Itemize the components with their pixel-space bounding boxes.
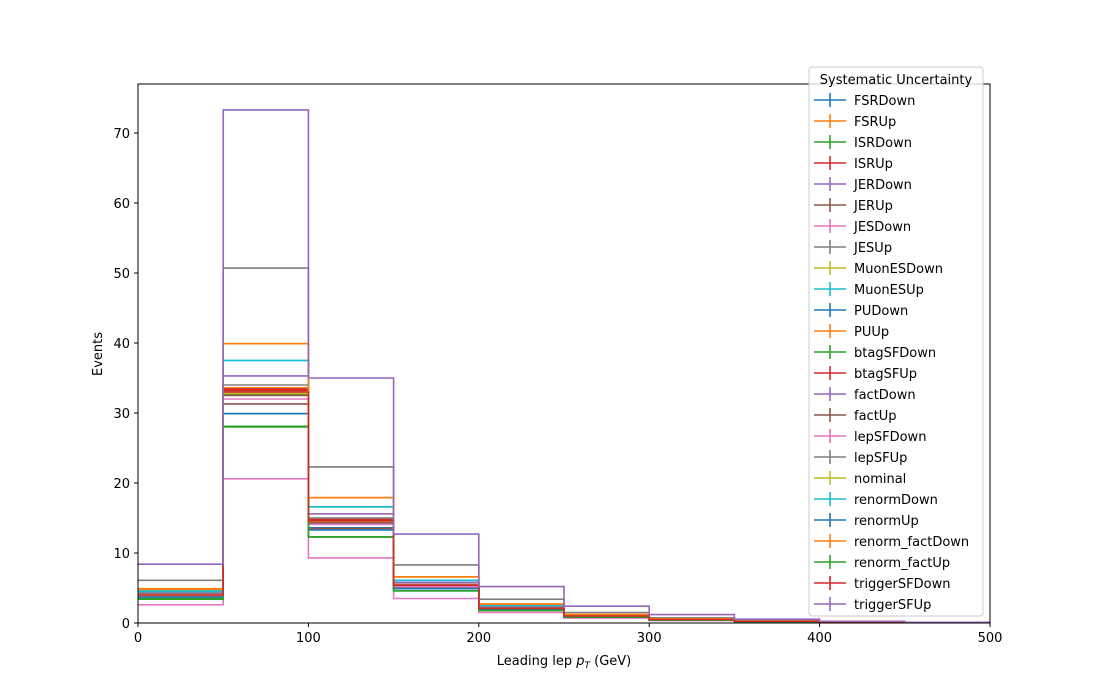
legend-item-factDown: factDown — [814, 387, 916, 403]
x-tick-label: 400 — [807, 631, 832, 646]
legend-item-nominal: nominal — [814, 471, 906, 487]
y-tick-label: 60 — [113, 197, 130, 212]
x-tick-label: 500 — [978, 631, 1003, 646]
y-tick-label: 0 — [122, 617, 130, 632]
legend-item-ISRDown: ISRDown — [814, 135, 912, 151]
legend-item-JESDown: JESDown — [814, 219, 911, 235]
axes — [137, 83, 991, 624]
series-line-triggerSFDown — [138, 391, 990, 624]
legend-label: MuonESUp — [854, 283, 924, 298]
legend-label: factDown — [854, 388, 916, 403]
legend-label: MuonESDown — [854, 262, 943, 277]
legend-item-MuonESDown: MuonESDown — [814, 261, 943, 277]
legend-label: PUDown — [854, 304, 908, 319]
legend-label: ISRUp — [854, 157, 893, 172]
x-tick-label: 100 — [296, 631, 321, 646]
legend-item-lepSFUp: lepSFUp — [814, 450, 907, 466]
legend-label: PUUp — [854, 325, 889, 340]
legend-item-renormUp: renormUp — [814, 513, 919, 529]
x-ticks: 0 100 200 300 400 500 — [134, 623, 1003, 646]
legend-label: FSRUp — [854, 115, 896, 130]
legend-item-JERDown: JERDown — [814, 177, 912, 193]
legend-item-triggerSFDown: triggerSFDown — [814, 576, 950, 592]
legend-item-btagSFDown: btagSFDown — [814, 345, 936, 361]
legend-item-ISRUp: ISRUp — [814, 156, 893, 172]
y-tick-label: 20 — [113, 477, 130, 492]
legend-label: lepSFUp — [854, 451, 907, 466]
y-tick-label: 50 — [113, 267, 130, 282]
legend-label: renormUp — [854, 514, 919, 529]
y-axis-label: Events — [91, 332, 106, 376]
y-tick-label: 30 — [113, 407, 130, 422]
legend-item-renormDown: renormDown — [814, 492, 938, 508]
plot-area — [138, 109, 990, 624]
y-ticks: 0 10 20 30 40 50 60 70 — [113, 127, 138, 632]
x-tick-label: 0 — [134, 631, 142, 646]
legend-label: nominal — [854, 472, 906, 487]
legend-label: factUp — [854, 409, 897, 424]
legend-title: Systematic Uncertainty — [820, 73, 973, 88]
legend-label: renorm_factUp — [854, 556, 950, 571]
legend-label: ISRDown — [854, 136, 912, 151]
legend-label: triggerSFDown — [854, 577, 950, 592]
legend-label: lepSFDown — [854, 430, 926, 445]
legend-item-renorm_factUp: renorm_factUp — [814, 555, 950, 571]
legend-box — [808, 66, 984, 617]
x-tick-label: 300 — [637, 631, 662, 646]
y-tick-label: 10 — [113, 547, 130, 562]
legend-item-renorm_factDown: renorm_factDown — [814, 534, 969, 550]
legend-label: btagSFUp — [854, 367, 917, 382]
legend-label: btagSFDown — [854, 346, 936, 361]
x-tick-label: 200 — [466, 631, 491, 646]
x-axis-label: Leading lep pT (GeV) — [497, 654, 631, 671]
legend-item-triggerSFUp: triggerSFUp — [814, 597, 931, 613]
legend-label: renorm_factDown — [854, 535, 969, 550]
legend-item-FSRDown: FSRDown — [814, 93, 915, 109]
legend-label: renormDown — [854, 493, 938, 508]
legend-item-btagSFUp: btagSFUp — [814, 366, 917, 382]
legend-item-PUUp: PUUp — [814, 324, 889, 340]
legend-item-MuonESUp: MuonESUp — [814, 282, 924, 298]
legend-label: triggerSFUp — [854, 598, 931, 613]
legend-label: JESUp — [853, 241, 892, 256]
legend-label: JESDown — [853, 220, 911, 235]
legend-item-factUp: factUp — [814, 408, 897, 424]
legend-label: JERUp — [853, 199, 893, 214]
legend-label: FSRDown — [854, 94, 915, 109]
legend: Systematic Uncertainty FSRDown FSRUp ISRDo… — [808, 66, 984, 617]
legend-item-PUDown: PUDown — [814, 303, 908, 319]
legend-item-FSRUp: FSRUp — [814, 114, 896, 130]
legend-item-lepSFDown: lepSFDown — [814, 429, 926, 445]
legend-item-JESUp: JESUp — [814, 240, 892, 256]
legend-item-JERUp: JERUp — [814, 198, 893, 214]
y-tick-label: 40 — [113, 337, 130, 352]
series-line-triggerSFUp — [138, 109, 990, 624]
y-tick-label: 70 — [113, 127, 130, 142]
legend-label: JERDown — [853, 178, 912, 193]
axes-frame — [137, 83, 991, 624]
